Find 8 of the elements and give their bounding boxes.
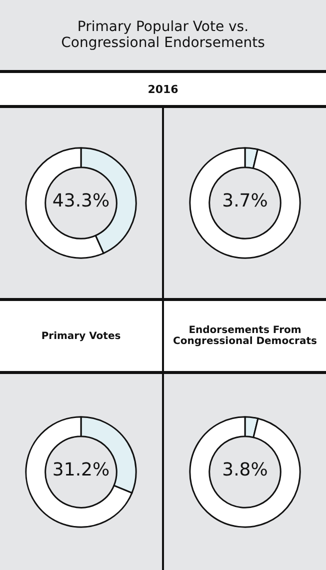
chart-title: Primary Popular Vote vs. Congressional Endorsements (60, 19, 266, 51)
text: 2016 (148, 82, 178, 96)
text: 43.3% (52, 190, 110, 212)
text: 3.7% (222, 190, 268, 212)
chart-title: Endorsements From Congressional Democrats (172, 325, 318, 347)
text: 31.2% (52, 460, 110, 480)
chart-title: Primary Votes (41, 330, 121, 342)
text: 3.8% (222, 460, 268, 480)
